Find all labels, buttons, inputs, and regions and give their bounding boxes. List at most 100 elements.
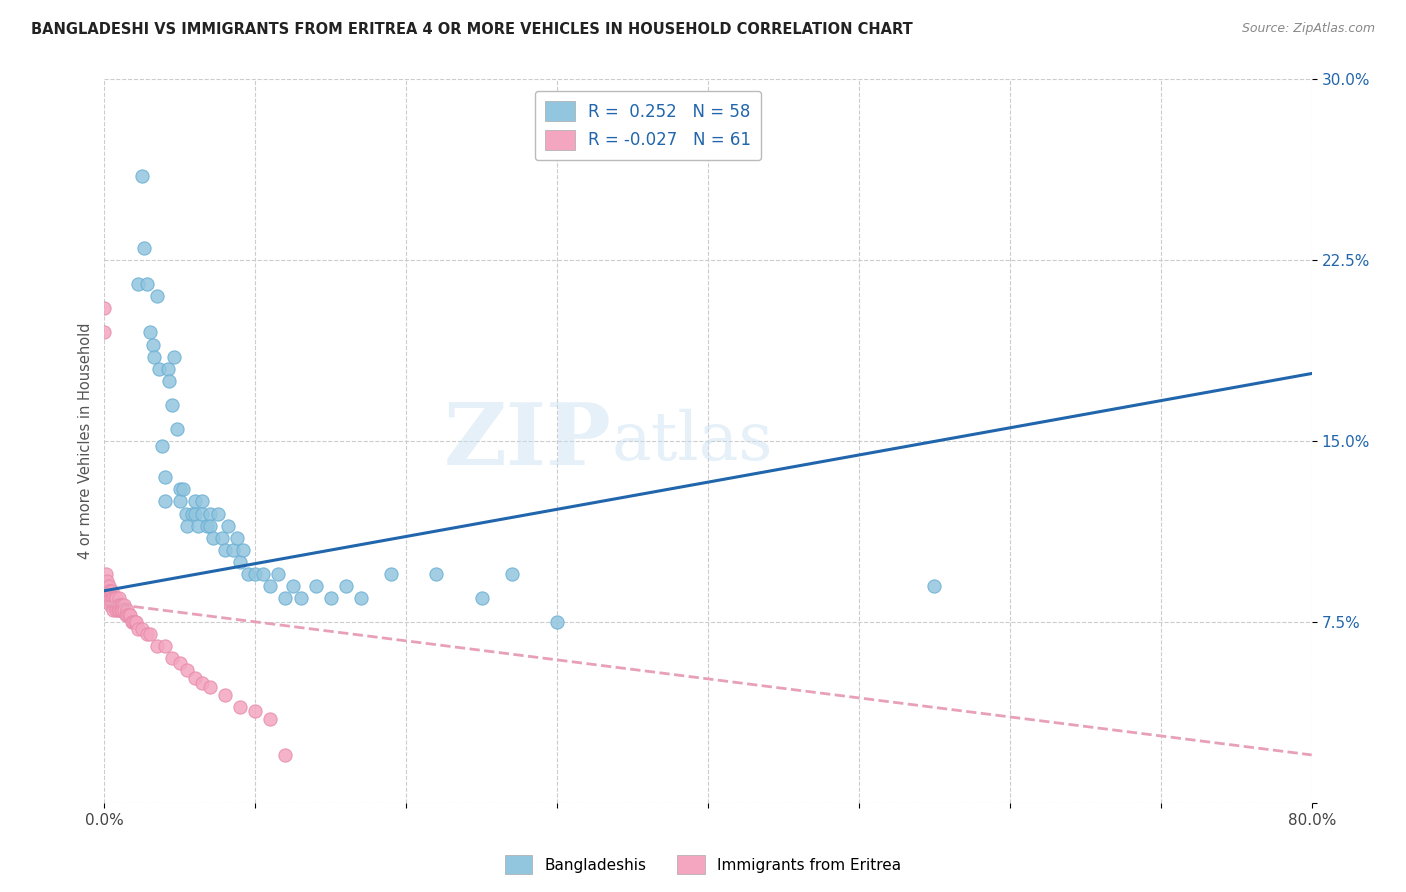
- Text: Source: ZipAtlas.com: Source: ZipAtlas.com: [1241, 22, 1375, 36]
- Point: [101, 583, 124, 598]
- Point: [274, 591, 297, 605]
- Point: [176, 664, 198, 678]
- Point: [143, 350, 166, 364]
- Point: [229, 699, 252, 714]
- Point: [259, 712, 281, 726]
- Point: [115, 603, 138, 617]
- Point: [281, 579, 304, 593]
- Point: [97, 579, 120, 593]
- Point: [112, 599, 135, 613]
- Point: [232, 542, 254, 557]
- Point: [103, 591, 125, 605]
- Point: [118, 607, 141, 622]
- Point: [191, 675, 214, 690]
- Point: [274, 747, 297, 762]
- Point: [110, 599, 132, 613]
- Point: [105, 599, 128, 613]
- Point: [180, 507, 202, 521]
- Point: [350, 591, 373, 605]
- Point: [229, 555, 252, 569]
- Point: [127, 277, 149, 292]
- Point: [184, 494, 207, 508]
- Point: [202, 531, 225, 545]
- Point: [198, 681, 221, 695]
- Point: [214, 542, 236, 557]
- Point: [107, 603, 129, 617]
- Point: [146, 640, 169, 654]
- Point: [198, 518, 221, 533]
- Point: [221, 542, 243, 557]
- Point: [142, 337, 165, 351]
- Point: [93, 301, 115, 316]
- Y-axis label: 4 or more Vehicles in Household: 4 or more Vehicles in Household: [79, 323, 93, 559]
- Point: [138, 326, 160, 340]
- Point: [125, 615, 148, 629]
- Point: [267, 566, 290, 581]
- Point: [184, 507, 207, 521]
- Point: [138, 627, 160, 641]
- Point: [111, 599, 134, 613]
- Point: [94, 579, 117, 593]
- Point: [172, 483, 194, 497]
- Point: [153, 470, 176, 484]
- Point: [97, 591, 120, 605]
- Point: [108, 591, 131, 605]
- Point: [501, 566, 523, 581]
- Point: [150, 439, 173, 453]
- Point: [335, 579, 357, 593]
- Point: [104, 591, 127, 605]
- Point: [191, 494, 214, 508]
- Point: [153, 494, 176, 508]
- Point: [103, 603, 125, 617]
- Point: [100, 599, 122, 613]
- Point: [162, 398, 184, 412]
- Point: [115, 607, 138, 622]
- Point: [146, 289, 169, 303]
- Point: [94, 566, 117, 581]
- Point: [226, 531, 249, 545]
- Point: [195, 518, 218, 533]
- Point: [176, 518, 198, 533]
- Point: [93, 326, 115, 340]
- Text: ZIP: ZIP: [444, 399, 612, 483]
- Point: [101, 591, 124, 605]
- Legend: R =  0.252   N = 58, R = -0.027   N = 61: R = 0.252 N = 58, R = -0.027 N = 61: [534, 91, 761, 160]
- Point: [198, 507, 221, 521]
- Point: [114, 607, 136, 622]
- Text: BANGLADESHI VS IMMIGRANTS FROM ERITREA 4 OR MORE VEHICLES IN HOUSEHOLD CORRELATI: BANGLADESHI VS IMMIGRANTS FROM ERITREA 4…: [31, 22, 912, 37]
- Point: [121, 615, 143, 629]
- Legend: Bangladeshis, Immigrants from Eritrea: Bangladeshis, Immigrants from Eritrea: [499, 849, 907, 880]
- Point: [169, 656, 191, 670]
- Point: [131, 623, 153, 637]
- Point: [305, 579, 328, 593]
- Point: [207, 507, 229, 521]
- Point: [96, 583, 118, 598]
- Point: [252, 566, 274, 581]
- Point: [97, 583, 120, 598]
- Point: [112, 603, 135, 617]
- Point: [236, 566, 259, 581]
- Point: [111, 603, 134, 617]
- Point: [174, 507, 197, 521]
- Point: [135, 277, 157, 292]
- Point: [319, 591, 342, 605]
- Point: [104, 599, 127, 613]
- Point: [162, 651, 184, 665]
- Text: atlas: atlas: [612, 409, 773, 474]
- Point: [96, 591, 118, 605]
- Point: [96, 574, 118, 588]
- Point: [117, 607, 139, 622]
- Point: [156, 361, 179, 376]
- Point: [100, 583, 122, 598]
- Point: [290, 591, 312, 605]
- Point: [169, 483, 191, 497]
- Point: [187, 518, 209, 533]
- Point: [380, 566, 402, 581]
- Point: [217, 518, 239, 533]
- Point: [245, 705, 267, 719]
- Point: [148, 361, 170, 376]
- Point: [214, 688, 236, 702]
- Point: [245, 566, 267, 581]
- Point: [211, 531, 233, 545]
- Point: [259, 579, 281, 593]
